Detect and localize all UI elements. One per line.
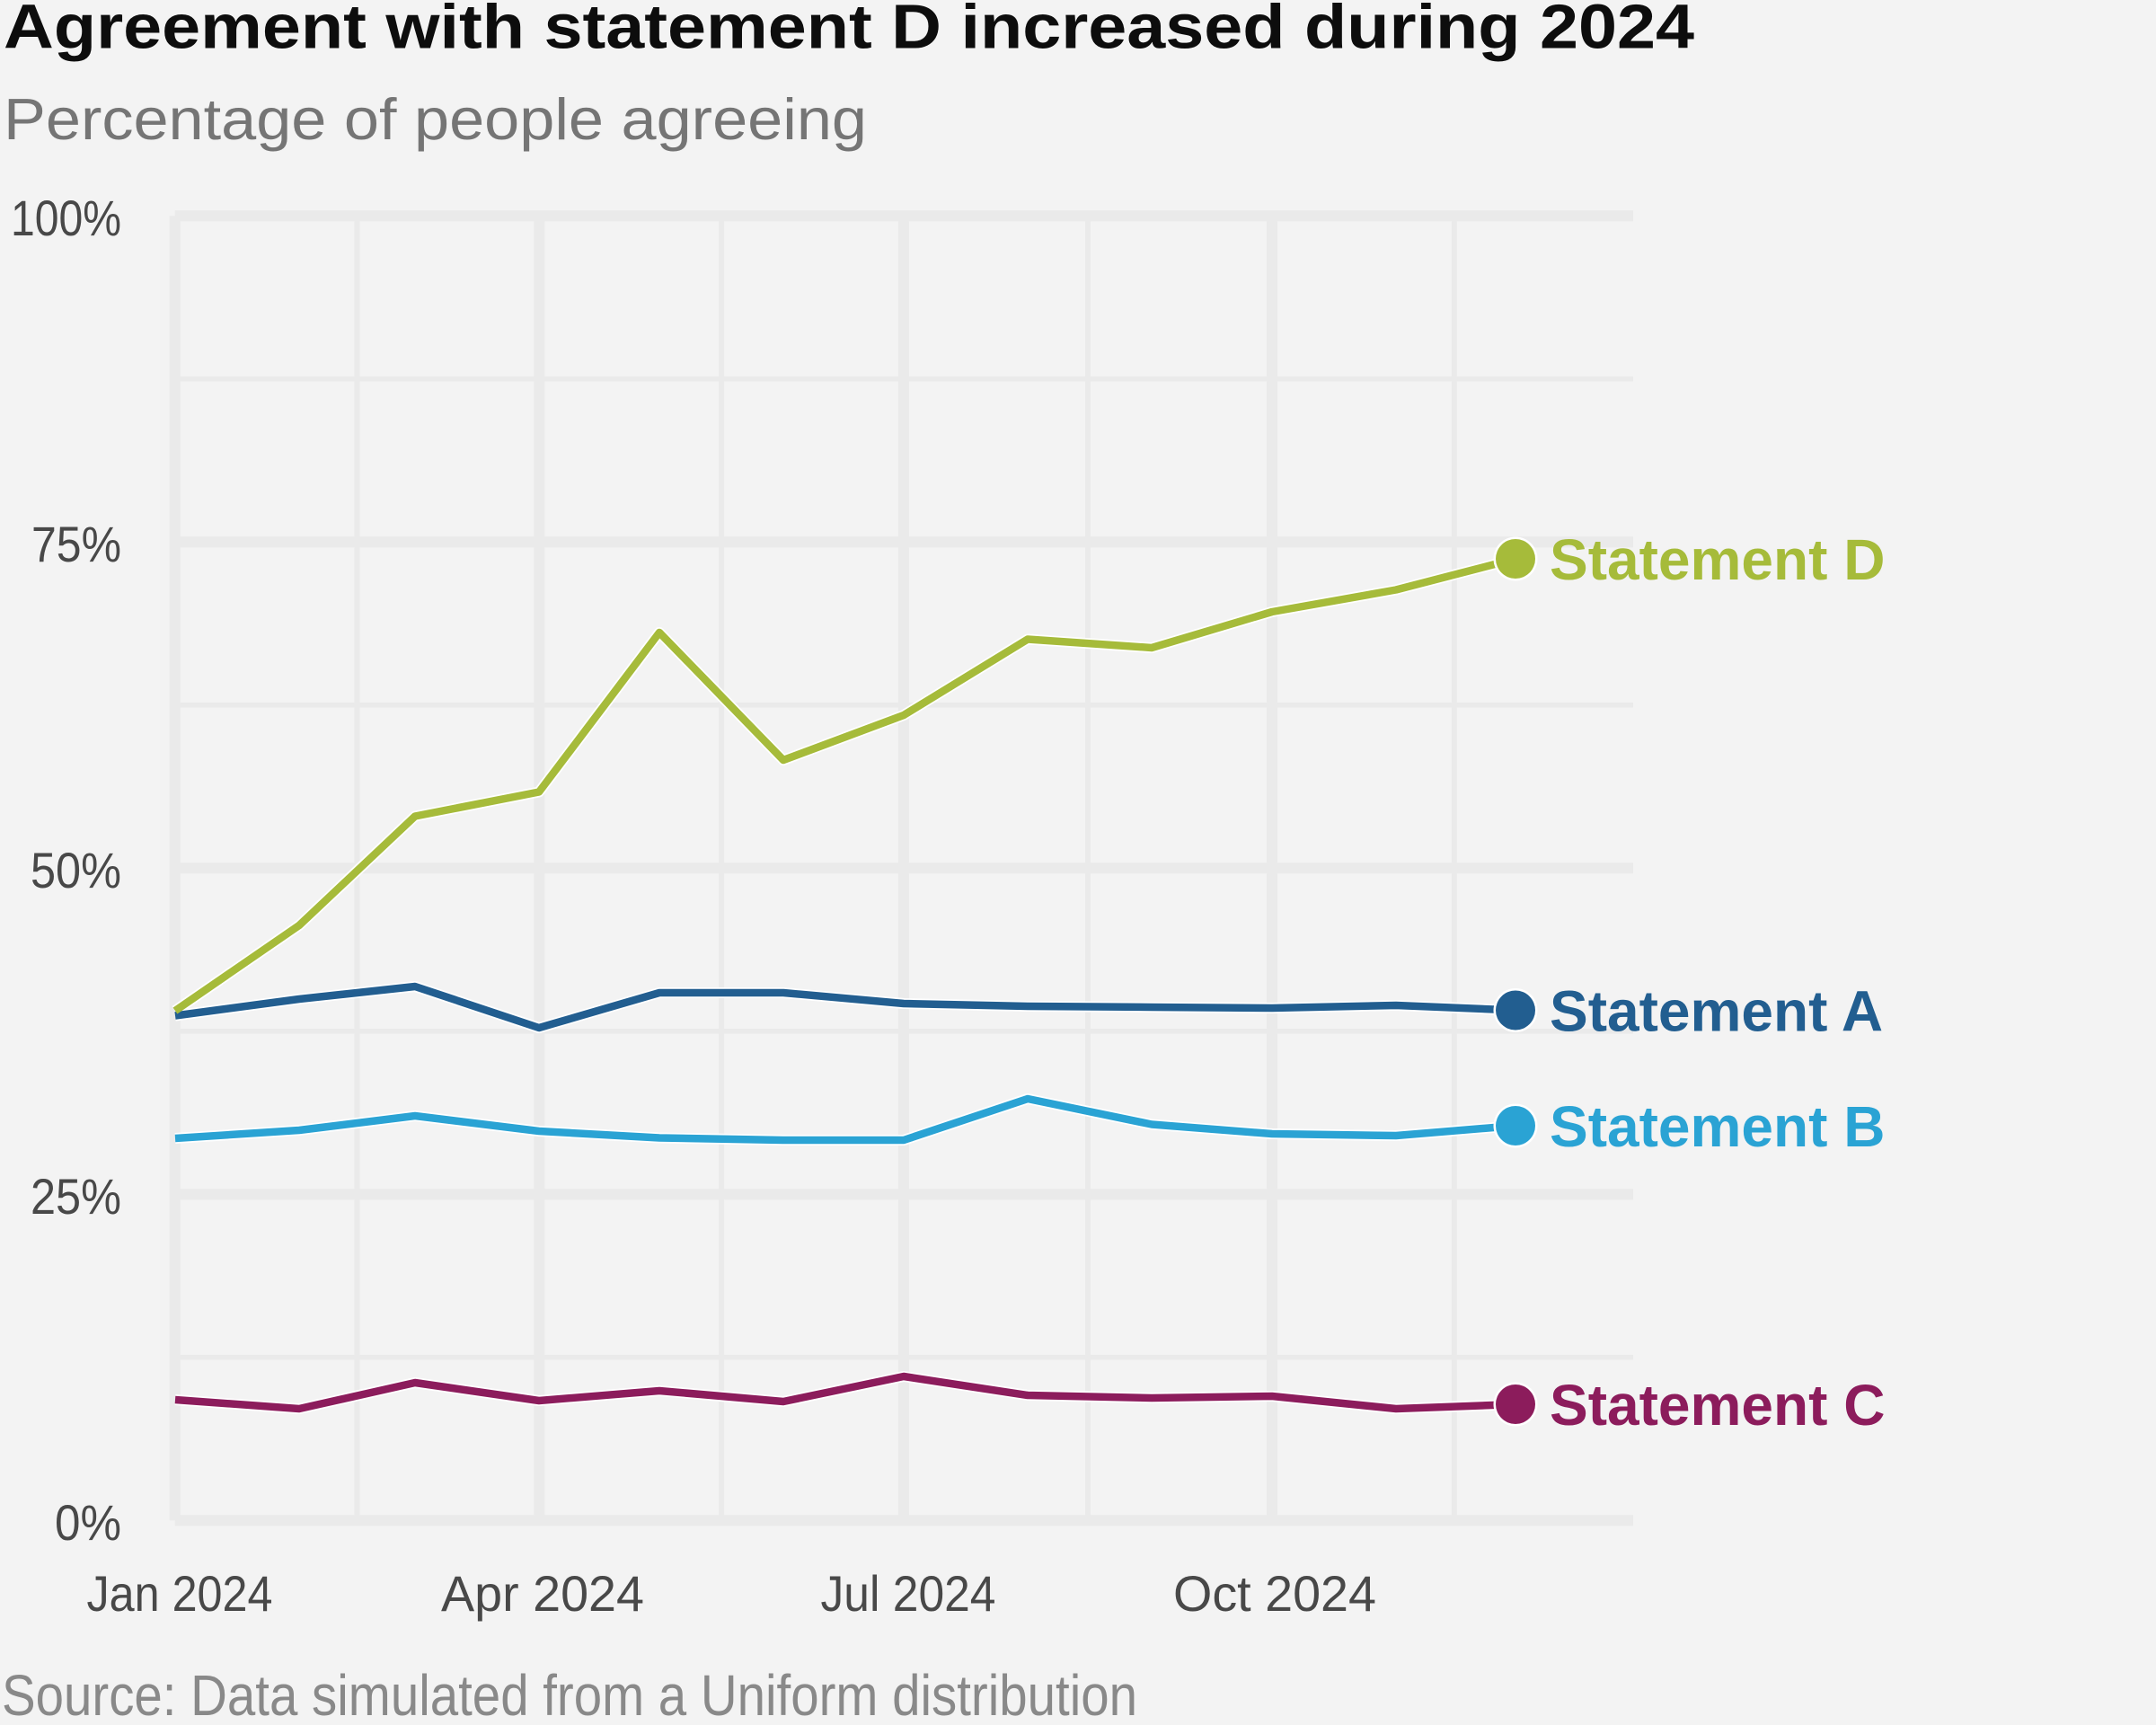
svg-text:100%: 100%: [11, 190, 121, 246]
svg-text:25%: 25%: [31, 1168, 121, 1225]
svg-text:Statement C: Statement C: [1550, 1373, 1885, 1438]
svg-text:Statement B: Statement B: [1550, 1094, 1885, 1159]
svg-text:50%: 50%: [31, 842, 121, 898]
svg-text:Jan 2024: Jan 2024: [87, 1565, 273, 1622]
svg-text:Source: Data simulated from a: Source: Data simulated from a Uniform di…: [2, 1663, 1137, 1725]
svg-text:Percentage of people agreeing: Percentage of people agreeing: [4, 87, 867, 152]
svg-text:Oct 2024: Oct 2024: [1173, 1565, 1376, 1622]
svg-text:Statement D: Statement D: [1550, 527, 1885, 592]
svg-text:75%: 75%: [31, 516, 121, 572]
svg-text:0%: 0%: [55, 1494, 121, 1551]
svg-text:Jul 2024: Jul 2024: [821, 1565, 996, 1622]
svg-text:Apr 2024: Apr 2024: [441, 1565, 644, 1622]
svg-text:Agreement with statement D inc: Agreement with statement D increased dur…: [4, 0, 1694, 62]
svg-text:Statement A: Statement A: [1550, 979, 1883, 1044]
